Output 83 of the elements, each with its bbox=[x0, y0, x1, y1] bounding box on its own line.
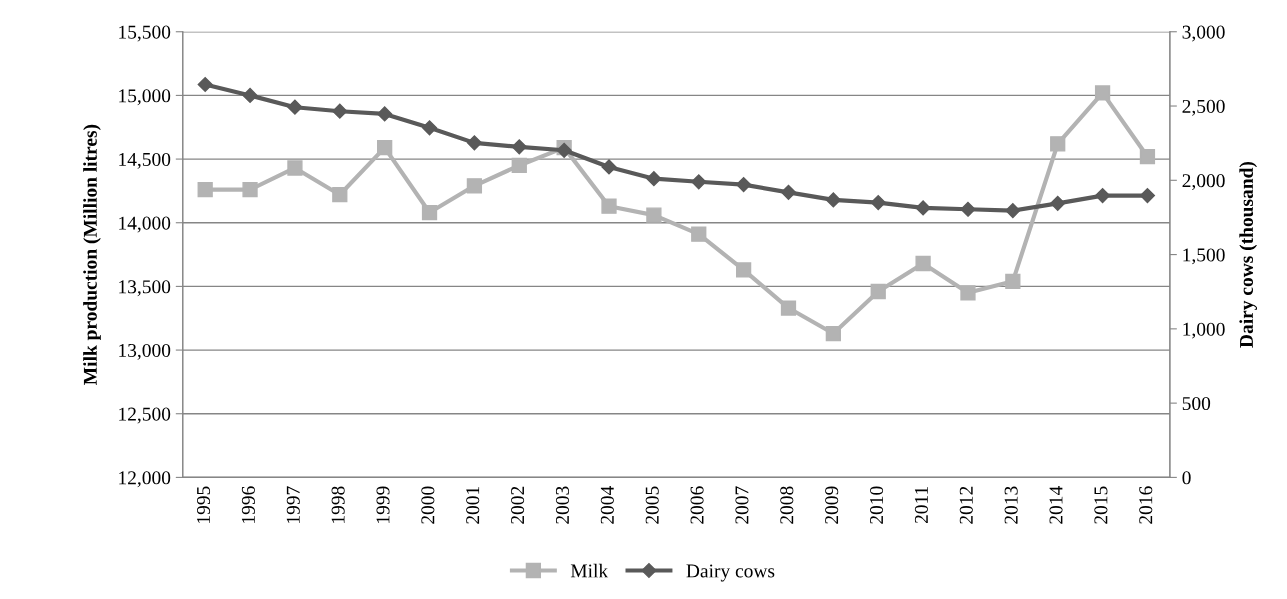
point bbox=[287, 160, 303, 176]
legend-label: Dairy cows bbox=[686, 564, 775, 582]
point bbox=[377, 139, 393, 156]
point bbox=[646, 207, 662, 223]
y-axis-title: Milk production (Million litres) bbox=[83, 124, 101, 385]
y-tick-label: 14,000 bbox=[119, 216, 171, 233]
point bbox=[287, 99, 303, 115]
x-tick-label: 2012 bbox=[959, 486, 973, 524]
x-tick-label: 2013 bbox=[1004, 486, 1018, 524]
y-tick-label: 12,000 bbox=[119, 471, 171, 488]
y2-tick-label: 1,500 bbox=[1183, 248, 1225, 265]
point bbox=[197, 181, 213, 198]
y-tick-label: 15,000 bbox=[119, 89, 171, 106]
point bbox=[825, 325, 842, 342]
point bbox=[332, 187, 348, 203]
point bbox=[466, 178, 483, 194]
point bbox=[915, 200, 931, 216]
point bbox=[601, 159, 617, 175]
x-tick-label: 2009 bbox=[825, 486, 839, 524]
x-tick-label: 2006 bbox=[690, 486, 704, 524]
point bbox=[735, 262, 752, 278]
point bbox=[1139, 188, 1156, 204]
x-tick-label: 2002 bbox=[511, 486, 525, 524]
x-tick-label: 1996 bbox=[241, 486, 255, 523]
y-tick-label: 14,500 bbox=[119, 152, 171, 169]
point bbox=[691, 174, 707, 190]
x-tick-label: 2008 bbox=[780, 486, 794, 524]
x-tick-label: 2007 bbox=[735, 486, 749, 524]
y2-axis-title: Dairy cows (thousand) bbox=[1239, 161, 1258, 348]
point bbox=[691, 226, 707, 242]
point bbox=[421, 120, 438, 136]
x-tick-label: 2014 bbox=[1049, 486, 1063, 524]
y-tick-label: 15,500 bbox=[119, 25, 171, 42]
point bbox=[1139, 148, 1156, 165]
y2-tick-label: 0 bbox=[1182, 471, 1191, 485]
point bbox=[197, 76, 213, 93]
y2-tick-label: 2,000 bbox=[1182, 174, 1225, 191]
x-tick-label: 2000 bbox=[421, 486, 435, 524]
point bbox=[1050, 195, 1066, 211]
x-tick-label: 1998 bbox=[331, 486, 345, 523]
x-tick-label: 1999 bbox=[376, 486, 390, 523]
point bbox=[825, 192, 841, 208]
point bbox=[332, 103, 348, 119]
x-tick-label: 2005 bbox=[645, 486, 659, 524]
point bbox=[466, 135, 482, 151]
point bbox=[960, 285, 976, 301]
y-tick-label: 13,000 bbox=[119, 343, 171, 360]
point bbox=[1005, 203, 1021, 219]
point bbox=[1095, 188, 1111, 204]
point bbox=[511, 139, 527, 155]
x-tick-label: 2016 bbox=[1139, 486, 1153, 524]
point bbox=[870, 195, 886, 211]
x-tick-label: 2004 bbox=[600, 486, 614, 524]
point bbox=[242, 87, 258, 104]
point bbox=[1005, 273, 1021, 289]
x-tick-label: 2015 bbox=[1094, 486, 1108, 524]
x-tick-label: 2011 bbox=[914, 486, 928, 524]
point bbox=[780, 300, 797, 316]
point bbox=[1094, 85, 1111, 101]
y-tick-label: 13,500 bbox=[119, 280, 171, 297]
point bbox=[601, 198, 617, 214]
point bbox=[1050, 136, 1066, 152]
point bbox=[421, 204, 438, 221]
legend-label: Milk bbox=[570, 563, 609, 578]
point bbox=[242, 181, 258, 198]
point bbox=[377, 106, 393, 122]
y2-tick-label: 1,000 bbox=[1183, 322, 1225, 339]
point bbox=[870, 283, 886, 300]
x-tick-label: 2010 bbox=[869, 486, 884, 524]
x-tick-label: 1997 bbox=[286, 486, 300, 523]
x-tick-label: 1995 bbox=[196, 486, 211, 523]
point bbox=[646, 171, 662, 187]
point bbox=[915, 255, 931, 272]
x-tick-label: 2001 bbox=[466, 486, 480, 524]
point bbox=[780, 184, 797, 200]
y-tick-label: 12,500 bbox=[119, 407, 171, 424]
y2-tick-label: 500 bbox=[1182, 396, 1211, 411]
point bbox=[736, 177, 752, 193]
x-tick-label: 2003 bbox=[555, 486, 570, 524]
y2-tick-label: 3,000 bbox=[1182, 25, 1225, 42]
point bbox=[511, 157, 527, 174]
y2-tick-label: 2,500 bbox=[1182, 99, 1225, 116]
point bbox=[960, 201, 976, 217]
